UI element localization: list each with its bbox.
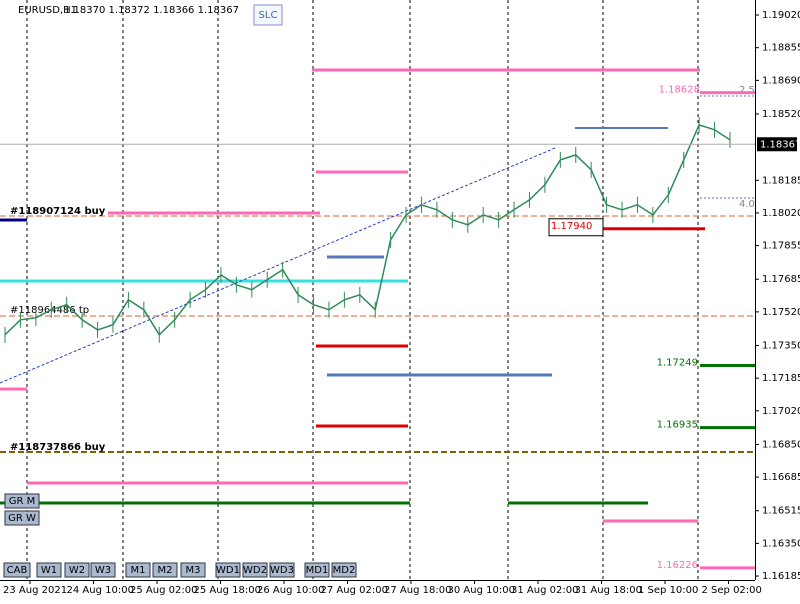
- button-bg: [36, 562, 62, 578]
- button-label: W1: [41, 565, 57, 576]
- button-bg: [4, 493, 40, 509]
- button-bg: [331, 562, 357, 578]
- button-label: MD2: [333, 565, 356, 576]
- y-tick-label: 1.17520: [762, 307, 800, 318]
- x-tick-label: 27 Aug 02:00: [321, 585, 388, 596]
- button-label: WD2: [243, 565, 267, 576]
- button-bg: [90, 562, 116, 578]
- button-label: CAB: [7, 565, 28, 576]
- slc-label: SLC: [259, 10, 278, 21]
- button-label: GR M: [9, 496, 36, 507]
- button[interactable]: WD1: [215, 562, 241, 578]
- button[interactable]: CAB: [3, 562, 31, 578]
- order-label: #118907124 buy: [10, 206, 106, 217]
- x-tick-label: 25 Aug 02:00: [130, 585, 197, 596]
- button-label: W2: [69, 565, 85, 576]
- x-tick-label: 30 Aug 10:00: [448, 585, 515, 596]
- y-tick-label: 1.16850: [762, 439, 800, 450]
- x-tick-label: 31 Aug 18:00: [575, 585, 642, 596]
- level-label: 1.16226: [657, 560, 698, 571]
- button-bg: [152, 562, 178, 578]
- current-price-box: [757, 137, 797, 152]
- button[interactable]: MD2: [331, 562, 357, 578]
- y-tick-label: 1.17855: [762, 241, 800, 252]
- x-tick-label: 26 Aug 10:00: [257, 585, 324, 596]
- y-tick-label: 1.17185: [762, 373, 800, 384]
- chart-title: EURUSD,H1: [18, 5, 77, 16]
- button-bg: [304, 562, 330, 578]
- drawn-objects: [0, 68, 755, 523]
- button-label: M3: [186, 565, 201, 576]
- quote: 1.18370 1.18372 1.18366 1.18367: [64, 5, 239, 16]
- side-label: 2.5: [739, 85, 755, 96]
- price-line: [4, 123, 731, 336]
- button[interactable]: WD3: [269, 562, 295, 578]
- button-bg: [3, 562, 31, 578]
- button-label: W3: [95, 565, 111, 576]
- level-label: 1.17249: [657, 357, 698, 368]
- x-tick-label: 25 Aug 18:00: [194, 585, 261, 596]
- button[interactable]: W2: [64, 562, 90, 578]
- button-label: WD3: [270, 565, 294, 576]
- x-tick-label: 24 Aug 10:00: [67, 585, 134, 596]
- button-bg: [215, 562, 241, 578]
- button-bg: [180, 562, 206, 578]
- level-label: 1.18628: [659, 85, 700, 96]
- button-bg: [242, 562, 268, 578]
- button-bg: [125, 562, 151, 578]
- y-tick-label: 1.18855: [762, 43, 800, 54]
- x-tick-label: 27 Aug 18:00: [384, 585, 451, 596]
- button[interactable]: M3: [180, 562, 206, 578]
- button-label: M1: [131, 565, 146, 576]
- level-box: [548, 218, 604, 237]
- level-label: 1.16935: [657, 420, 698, 431]
- y-tick-label: 1.19020: [762, 10, 800, 21]
- button[interactable]: W3: [90, 562, 116, 578]
- y-tick-label: 1.16350: [762, 538, 800, 549]
- button-bg: [4, 510, 40, 526]
- button[interactable]: WD2: [242, 562, 268, 578]
- button-bg: [64, 562, 90, 578]
- y-tick-label: 1.16685: [762, 472, 800, 483]
- current-price-label: 1.18367: [760, 139, 800, 150]
- x-tick-label: 2 Sep 02:00: [702, 585, 762, 596]
- x-tick-label: 23 Aug 2021: [3, 585, 67, 596]
- y-tick-label: 1.17685: [762, 274, 800, 285]
- button-label: GR W: [8, 513, 36, 524]
- button[interactable]: GR W: [4, 510, 40, 526]
- y-tick-label: 1.17350: [762, 341, 800, 352]
- button-bg: [269, 562, 295, 578]
- y-tick-label: 1.17020: [762, 406, 800, 417]
- level-label: 1.17940: [551, 221, 592, 232]
- button-label: M2: [158, 565, 173, 576]
- slc-button[interactable]: SLC: [253, 4, 283, 26]
- button[interactable]: W1: [36, 562, 62, 578]
- button-label: MD1: [306, 565, 329, 576]
- button[interactable]: M2: [152, 562, 178, 578]
- button[interactable]: MD1: [304, 562, 330, 578]
- y-tick-label: 1.16185: [762, 571, 800, 582]
- order-label: #118737866 buy: [10, 442, 106, 453]
- button[interactable]: M1: [125, 562, 151, 578]
- x-tick-label: 31 Aug 02:00: [511, 585, 578, 596]
- x-tick-label: 1 Sep 10:00: [638, 585, 698, 596]
- y-tick-label: 1.18020: [762, 208, 800, 219]
- side-label: 4.0: [739, 199, 755, 210]
- y-tick-label: 1.18520: [762, 109, 800, 120]
- y-tick-label: 1.18185: [762, 175, 800, 186]
- y-tick-label: 1.16515: [762, 506, 800, 517]
- button-label: WD1: [216, 565, 240, 576]
- button[interactable]: GR M: [4, 493, 40, 509]
- day-separators: [26, 0, 699, 580]
- y-tick-label: 1.18690: [762, 75, 800, 86]
